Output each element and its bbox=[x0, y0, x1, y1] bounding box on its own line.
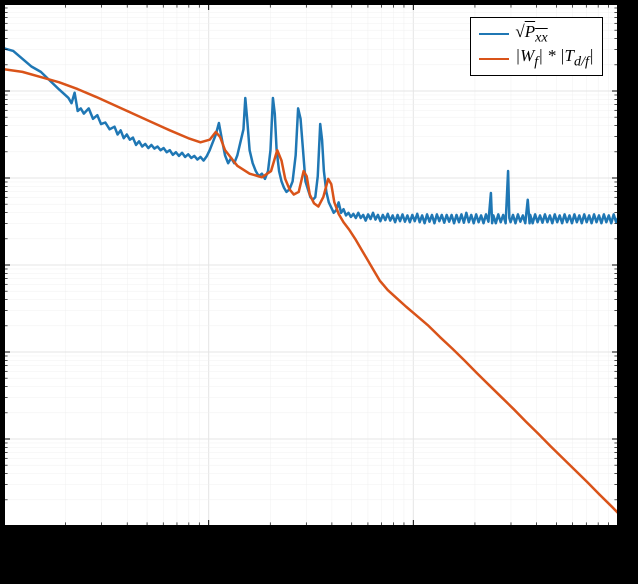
legend-swatch bbox=[479, 58, 509, 60]
grid bbox=[4, 4, 618, 526]
chart-svg bbox=[4, 4, 618, 526]
legend-row-Wf_Tdf: |Wf| * |Td/f| bbox=[479, 46, 593, 70]
legend-label: |Wf| * |Td/f| bbox=[515, 46, 593, 70]
plot-area: √Pxx|Wf| * |Td/f| bbox=[4, 4, 618, 526]
legend-swatch bbox=[479, 33, 509, 35]
legend-label: √Pxx bbox=[515, 22, 547, 46]
legend-row-sqrt_Pxx: √Pxx bbox=[479, 22, 593, 46]
legend: √Pxx|Wf| * |Td/f| bbox=[470, 17, 602, 76]
